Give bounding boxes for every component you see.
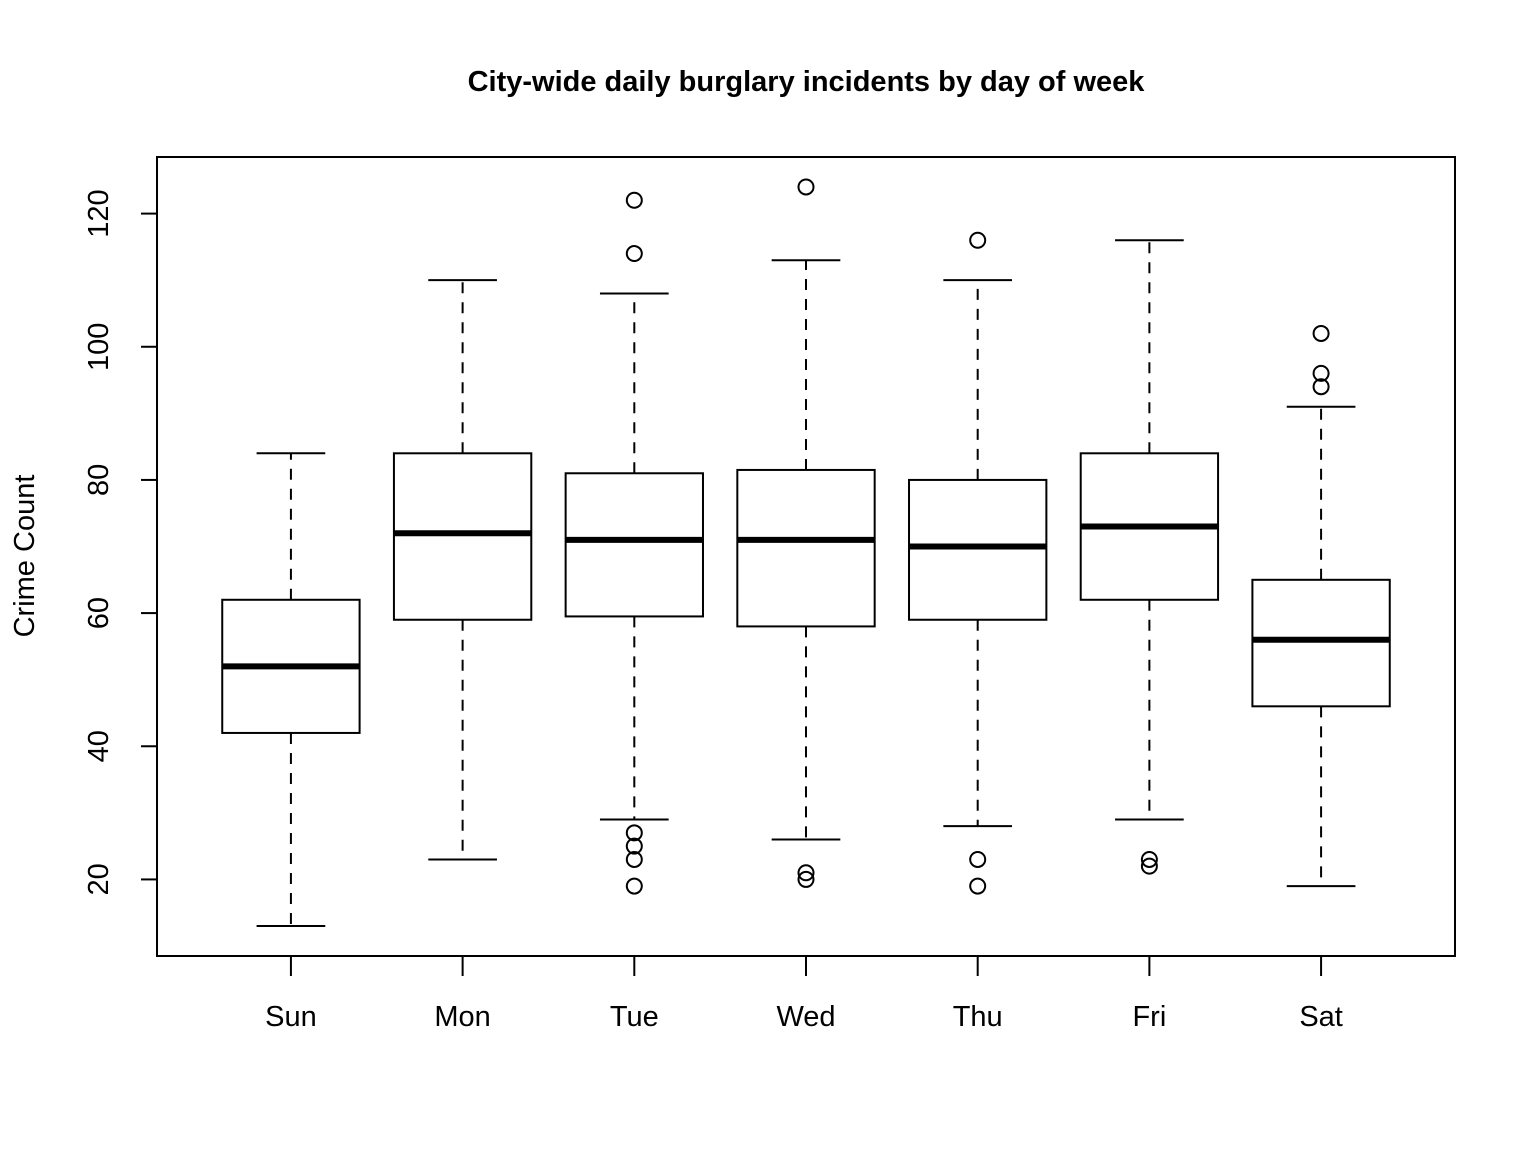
box-sat <box>1251 324 1391 888</box>
box-sun <box>221 452 361 928</box>
y-tick-label: 100 <box>83 323 115 371</box>
iqr-box <box>564 472 704 618</box>
outlier-point <box>969 850 987 868</box>
outlier-point <box>969 231 987 249</box>
y-tick-label: 80 <box>83 464 115 496</box>
outlier-point <box>625 191 643 209</box>
outlier-point <box>625 245 643 263</box>
iqr-box <box>392 452 533 621</box>
boxes-layer <box>221 178 1391 928</box>
x-tick-label: Mon <box>434 1001 490 1033</box>
outlier-point <box>625 824 643 842</box>
y-tick-label: 120 <box>83 189 115 237</box>
x-tick-label: Sun <box>265 1001 317 1033</box>
outlier-point <box>1312 364 1330 382</box>
outlier-point <box>625 850 643 868</box>
y-axis-label: Crime Count <box>9 475 41 638</box>
outlier-point <box>797 870 815 888</box>
box-wed <box>736 178 876 888</box>
x-axis: Sun Mon Tue Wed Thu Fri Sat <box>265 956 1343 1033</box>
chart-title: City-wide daily burglary incidents by da… <box>468 66 1146 98</box>
y-tick-label: 40 <box>83 730 115 762</box>
box-fri <box>1079 239 1220 875</box>
iqr-box <box>1251 578 1391 708</box>
y-tick-label: 20 <box>83 863 115 895</box>
x-tick-label: Fri <box>1132 1001 1166 1033</box>
x-tick-label: Thu <box>953 1001 1003 1033</box>
outlier-point <box>625 877 643 895</box>
outlier-point <box>797 178 815 196</box>
outlier-point <box>625 837 643 855</box>
box-mon <box>392 279 533 861</box>
y-tick-label: 60 <box>83 597 115 629</box>
x-tick-label: Tue <box>610 1001 659 1033</box>
outlier-point <box>1140 850 1158 868</box>
x-tick-label: Wed <box>776 1001 835 1033</box>
y-axis: 20 40 60 80 100 120 <box>83 189 158 896</box>
outlier-point <box>1140 857 1158 875</box>
outlier-point <box>969 877 987 895</box>
iqr-box <box>908 478 1048 621</box>
outlier-point <box>1312 378 1330 396</box>
iqr-box <box>736 468 876 628</box>
outlier-point <box>1312 324 1330 342</box>
box-tue <box>564 191 704 895</box>
x-tick-label: Sat <box>1299 1001 1343 1033</box>
box-thu <box>908 231 1048 895</box>
outlier-point <box>797 864 815 882</box>
